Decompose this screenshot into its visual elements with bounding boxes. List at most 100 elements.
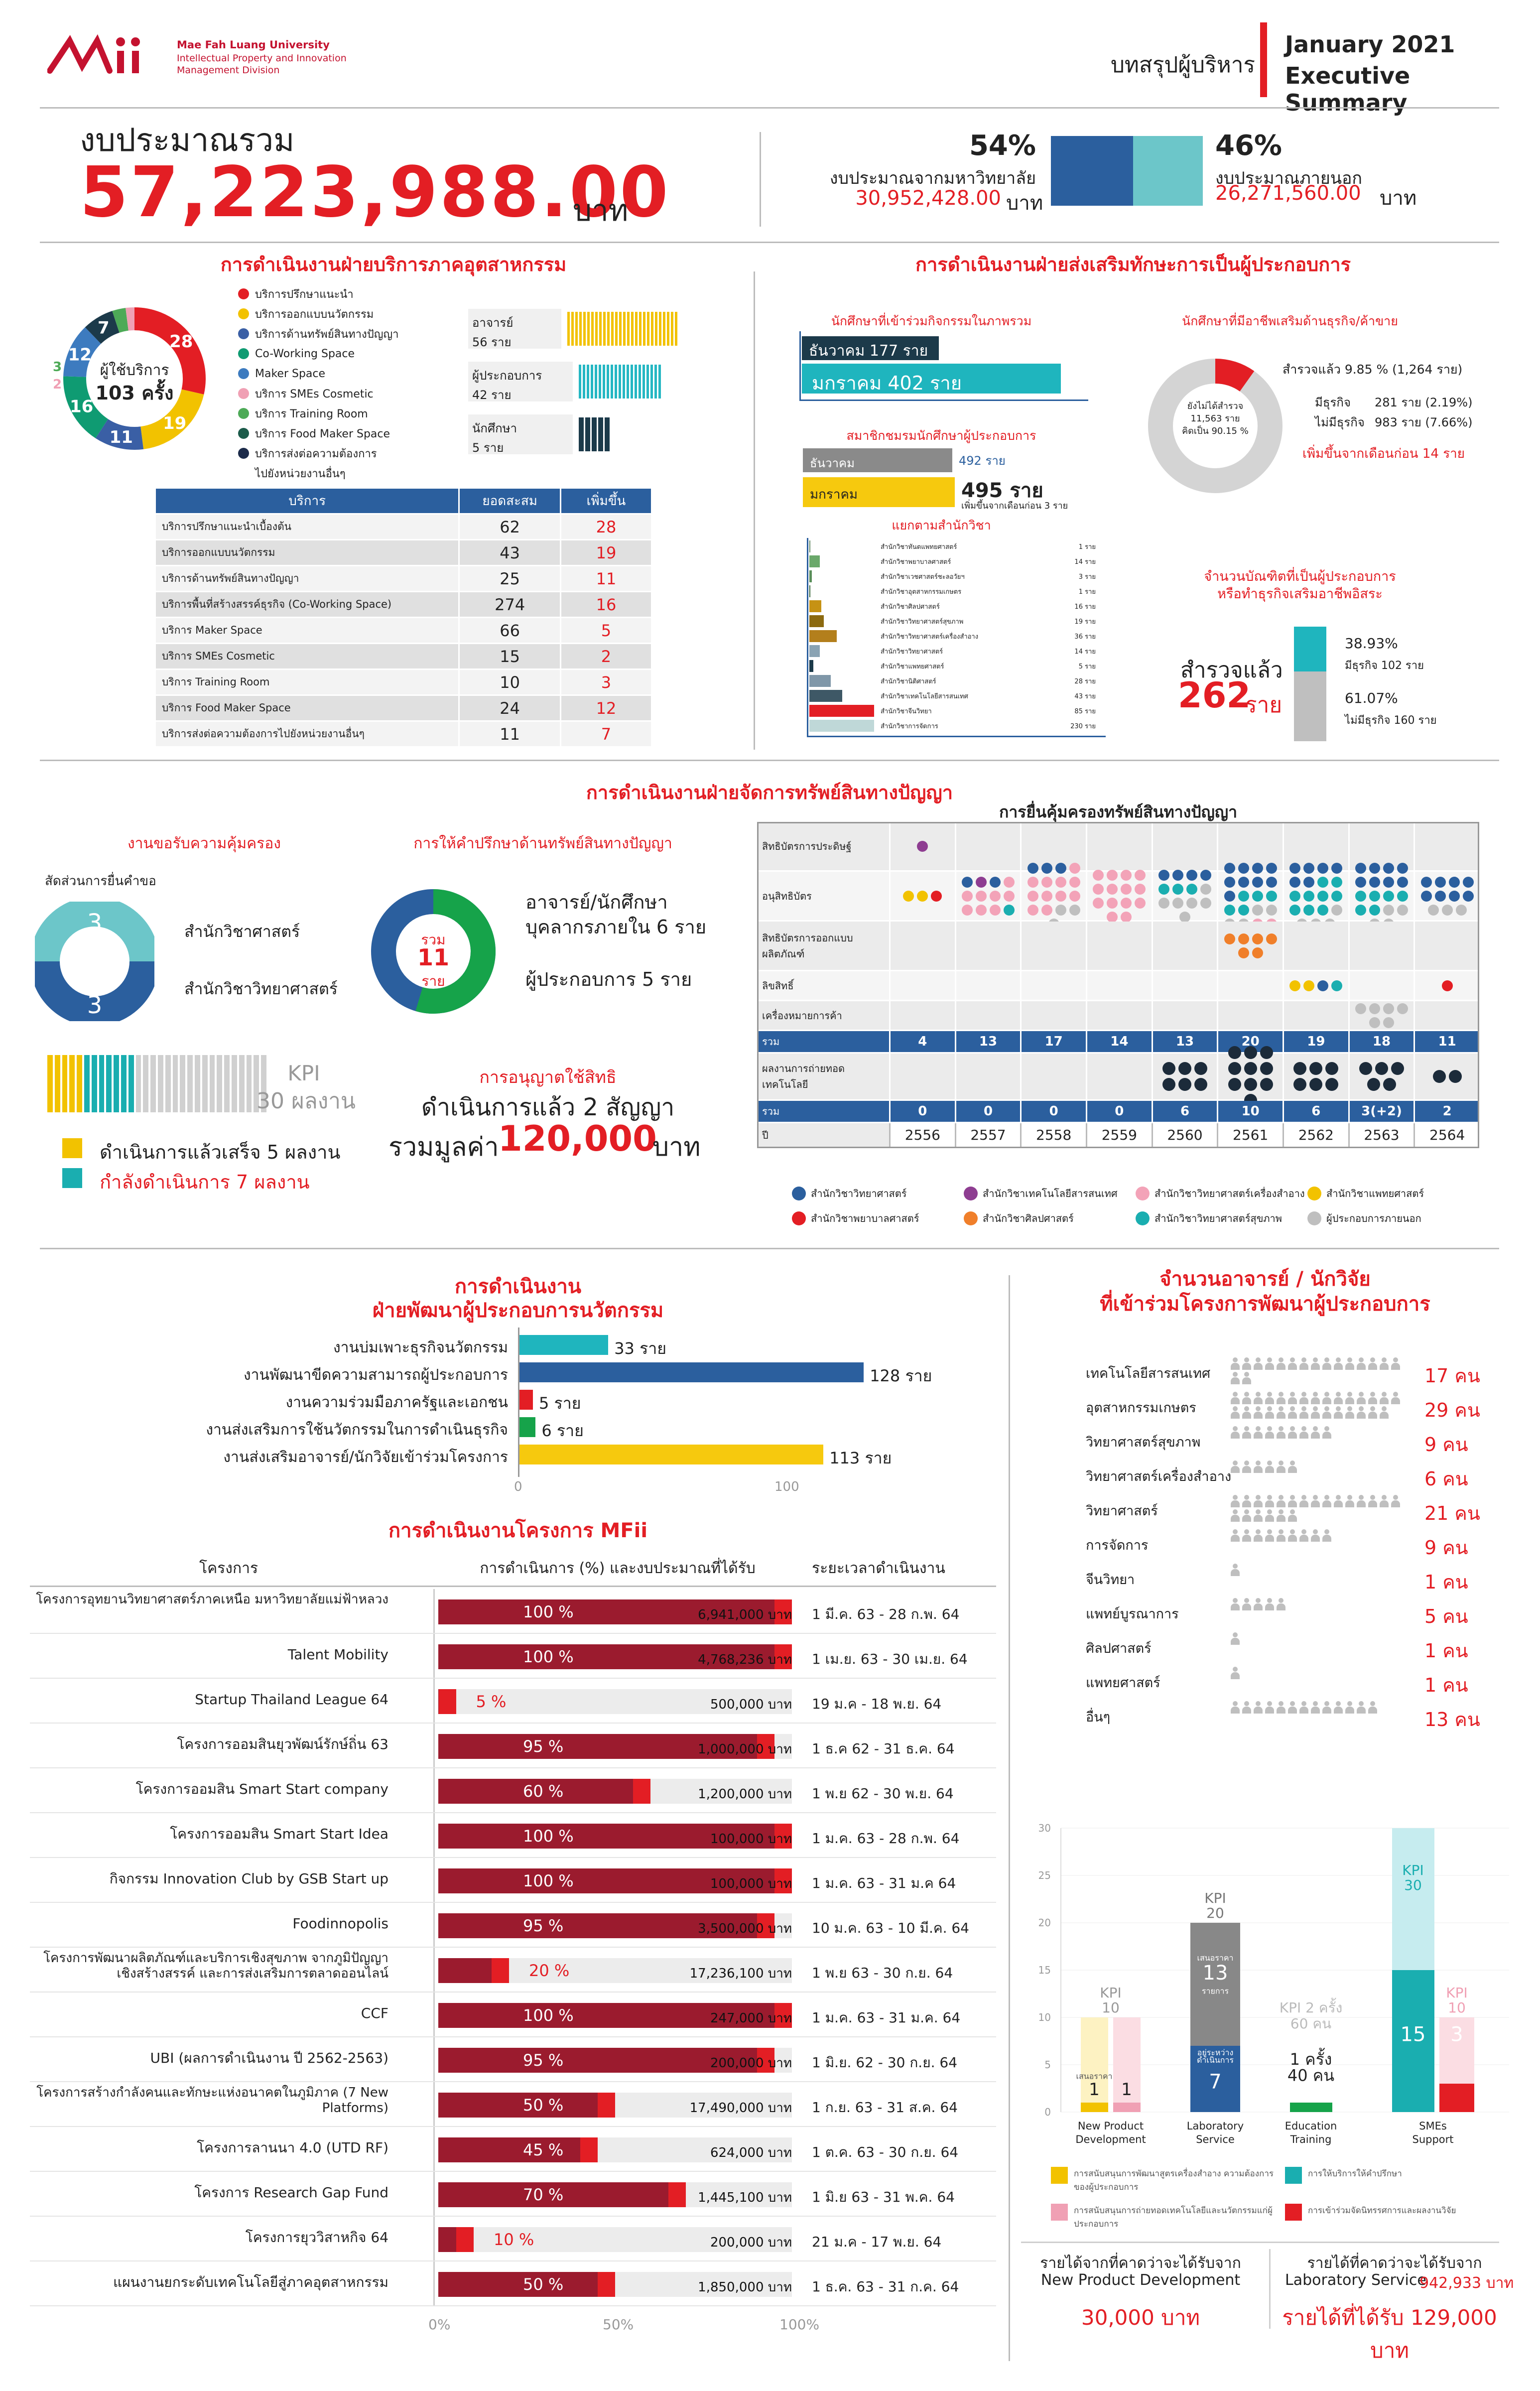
mfii-period: 1 ธ.ค 62 - 31 ธ.ค. 64: [812, 1740, 955, 1757]
ip-dot: [917, 890, 928, 902]
person-icon: [1299, 1701, 1309, 1714]
ip-dot: [1397, 862, 1408, 874]
ip-dot: [1003, 876, 1015, 888]
user-group-label: นักศึกษา 5 ราย: [468, 414, 573, 455]
ip-dot: [1041, 862, 1052, 874]
kpi-tick: [69, 1055, 75, 1112]
donut-slice-label: 12: [68, 345, 92, 365]
user-tick: [595, 312, 598, 346]
ip-legend-label: สำนักวิชาแพทยศาสตร์: [1326, 1188, 1424, 1199]
service-legend-swatch: [1285, 2167, 1302, 2184]
ip-dot: [1434, 890, 1446, 902]
ip-dot: [1369, 1017, 1380, 1028]
school-value: 230 ราย: [1070, 723, 1096, 730]
edu-bar: [1290, 2103, 1332, 2112]
user-tick: [619, 365, 621, 398]
table-cell-total: 24: [458, 694, 561, 722]
mfii-bar-fill: [438, 1644, 792, 1669]
ip-dot: [1224, 933, 1235, 944]
table-row: บริการ Maker Space 66 5: [154, 617, 653, 644]
mfii-bar-fill: [438, 2137, 598, 2162]
ip-cell: 17: [1020, 1031, 1086, 1054]
school-value: 85 ราย: [1074, 708, 1096, 715]
innov-bar-value: 128 ราย: [870, 1366, 932, 1385]
ip-cell: [1413, 872, 1479, 922]
ip-dot: [1317, 904, 1329, 916]
user-tick: [605, 417, 610, 451]
person-icon: [1287, 1461, 1297, 1473]
user-tick: [575, 312, 578, 346]
mfii-axis-100: 100%: [779, 2316, 820, 2333]
ip-dot: [1135, 883, 1146, 895]
mfii-bar-tip: [774, 2003, 792, 2028]
user-tick: [639, 365, 641, 398]
y-tick: 15: [1038, 1964, 1051, 1976]
mfii-pct: 95 %: [523, 2051, 564, 2070]
license-value-label: รวมมูลค่า: [388, 1132, 499, 1162]
consult-center2: 11: [417, 944, 449, 971]
ip-dot: [1462, 876, 1474, 888]
mfii-bar-tip: [668, 2182, 686, 2207]
person-icon: [1242, 1406, 1252, 1419]
school-name: สำนักวิชาวิทยาศาสตร์: [881, 648, 943, 656]
table-cell-increase: 11: [559, 565, 653, 592]
ip-dot: [1200, 897, 1211, 909]
person-icon: [1253, 1495, 1263, 1508]
transfer-dot: [1367, 1078, 1380, 1091]
person-icon: [1345, 1495, 1355, 1508]
transfer-dot: [1244, 1046, 1257, 1059]
transfer-dot: [1309, 1062, 1323, 1075]
npd-kpi-bar: [1081, 2017, 1108, 2112]
innov-bar-label: งานบ่มเพาะธุรกิจนวัตกรรม: [333, 1339, 508, 1356]
table-row: บริการ Training Room 10 3: [154, 668, 653, 696]
mfii-bar-tip: [580, 2137, 598, 2162]
innov-chart: งานบ่มเพาะธุรกิจนวัตกรรม 33 ราย งานพัฒนาขี…: [45, 1328, 991, 1507]
ip-cell: [1151, 922, 1217, 971]
mfii-row-divider: [30, 1857, 996, 1858]
researcher-label: แพทยศาสตร์: [1086, 1675, 1160, 1691]
club-dec-val: 492 ราย: [959, 454, 1006, 468]
ip-legend-item: สำนักวิชาวิทยาศาสตร์เครื่องสำอาง: [1136, 1186, 1307, 1201]
kpi-tick: [106, 1055, 112, 1112]
person-icon: [1230, 1372, 1240, 1385]
person-icon: [1287, 1357, 1297, 1370]
res-title2: ที่เข้าร่วมโครงการพัฒนาผู้ประกอบการ: [1100, 1293, 1430, 1316]
ip-dot: [1172, 869, 1183, 881]
legend-swatch: [238, 368, 249, 379]
mfii-bar-fill: [438, 2093, 615, 2118]
mfii-pct: 10 %: [494, 2230, 534, 2249]
donut-slice-label: 28: [169, 332, 193, 352]
ip-cell: [954, 822, 1021, 872]
mfii-budget: 17,236,100 บาท: [689, 1966, 792, 1981]
ip-row-label: ปี: [757, 1123, 889, 1148]
mfii-col3: ระยะเวลาดำเนินงาน: [812, 1560, 945, 1577]
user-tick: [635, 365, 637, 398]
transfer-dot: [1325, 1062, 1339, 1075]
biz-title: นักศึกษาที่มีอาชีพเสริมด้านธุรกิจ/ค้าขาย: [1182, 314, 1398, 328]
user-tick: [599, 312, 602, 346]
biz-none-val: 983 ราย (7.66%): [1375, 415, 1473, 429]
school-value: 5 ราย: [1078, 663, 1096, 670]
user-tick: [623, 312, 626, 346]
person-icon: [1253, 1392, 1263, 1405]
ip-row-label: สิทธิบัตรการประดิษฐ์: [757, 822, 889, 872]
ip-cell: [1283, 971, 1348, 1001]
ip-dot: [1252, 933, 1263, 944]
mfii-bar-tip: [774, 1868, 792, 1893]
donut-slice-label: 11: [110, 427, 133, 447]
ip-dot: [1289, 980, 1301, 991]
kpi-tick: [121, 1055, 127, 1112]
legend-label: บริการด้านทรัพย์สินทางปัญญา: [255, 328, 399, 341]
ip-dot: [1420, 876, 1432, 888]
ip-dot: [989, 890, 1001, 902]
school-bar: [809, 570, 812, 582]
ip-dot: [1224, 890, 1235, 902]
biz-not-line1: ยังไม่ได้สำรวจ: [1187, 401, 1244, 411]
mfii-row-divider: [30, 1678, 996, 1679]
npd-kpi-val: 10: [1102, 1999, 1120, 2016]
ip-dot: [1055, 890, 1066, 902]
user-tick: [583, 312, 586, 346]
mfii-pct: 50 %: [523, 2275, 564, 2294]
user-group: ผู้ประกอบการ 42 ราย: [468, 362, 677, 402]
user-tick: [579, 312, 582, 346]
